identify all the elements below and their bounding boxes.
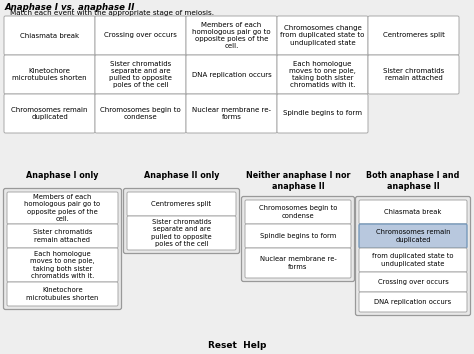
Text: Chromosomes begin to
condense: Chromosomes begin to condense [259, 205, 337, 219]
FancyBboxPatch shape [7, 224, 118, 248]
FancyBboxPatch shape [7, 248, 118, 282]
FancyBboxPatch shape [3, 188, 121, 309]
FancyBboxPatch shape [245, 224, 351, 248]
FancyBboxPatch shape [241, 196, 355, 281]
Text: Nuclear membrane re-
forms: Nuclear membrane re- forms [192, 107, 271, 120]
FancyBboxPatch shape [277, 94, 368, 133]
Text: Anaphase II only: Anaphase II only [144, 171, 219, 180]
Text: Each homologue
moves to one pole,
taking both sister
chromatids with it.: Each homologue moves to one pole, taking… [30, 251, 95, 279]
FancyBboxPatch shape [4, 16, 95, 55]
FancyBboxPatch shape [127, 192, 236, 216]
FancyBboxPatch shape [7, 192, 118, 224]
FancyBboxPatch shape [245, 248, 351, 278]
Text: Centromeres split: Centromeres split [383, 33, 445, 39]
FancyBboxPatch shape [245, 200, 351, 224]
Text: Chiasmata break: Chiasmata break [384, 209, 442, 215]
FancyBboxPatch shape [4, 94, 95, 133]
Text: Chromosomes remain
duplicated: Chromosomes remain duplicated [11, 107, 88, 120]
FancyBboxPatch shape [4, 55, 95, 94]
Text: Both anaphase I and
anaphase II: Both anaphase I and anaphase II [366, 171, 460, 191]
FancyBboxPatch shape [95, 94, 186, 133]
FancyBboxPatch shape [359, 248, 467, 272]
Text: Anaphase I vs. anaphase II: Anaphase I vs. anaphase II [5, 3, 136, 12]
Text: Neither anaphase I nor
anaphase II: Neither anaphase I nor anaphase II [246, 171, 350, 191]
FancyBboxPatch shape [368, 16, 459, 55]
FancyBboxPatch shape [277, 55, 368, 94]
FancyBboxPatch shape [356, 196, 471, 315]
Text: Chromosomes change
from duplicated state to
unduplicated state: Chromosomes change from duplicated state… [280, 25, 365, 46]
Text: Chromosomes begin to
condense: Chromosomes begin to condense [100, 107, 181, 120]
Text: Spindle begins to form: Spindle begins to form [260, 233, 336, 239]
Text: from duplicated state to
unduplicated state: from duplicated state to unduplicated st… [372, 253, 454, 267]
Text: Crossing over occurs: Crossing over occurs [378, 279, 448, 285]
Text: Members of each
homologous pair go to
opposite poles of the
cell.: Members of each homologous pair go to op… [25, 194, 100, 222]
FancyBboxPatch shape [277, 16, 368, 55]
FancyBboxPatch shape [359, 200, 467, 224]
FancyBboxPatch shape [95, 55, 186, 94]
FancyBboxPatch shape [359, 292, 467, 312]
Text: Sister chromatids
remain attached: Sister chromatids remain attached [383, 68, 444, 81]
Text: Kinetochore
microtubules shorten: Kinetochore microtubules shorten [12, 68, 87, 81]
Text: Nuclear membrane re-
forms: Nuclear membrane re- forms [260, 256, 337, 270]
Text: Members of each
homologous pair go to
opposite poles of the
cell.: Members of each homologous pair go to op… [192, 22, 271, 49]
FancyBboxPatch shape [186, 55, 277, 94]
Text: Sister chromatids
separate and are
pulled to opposite
poles of the cell: Sister chromatids separate and are pulle… [109, 61, 172, 88]
FancyBboxPatch shape [186, 94, 277, 133]
Text: Chiasmata break: Chiasmata break [20, 33, 79, 39]
Text: DNA replication occurs: DNA replication occurs [374, 299, 452, 305]
Text: Anaphase I only: Anaphase I only [26, 171, 99, 180]
FancyBboxPatch shape [186, 16, 277, 55]
FancyBboxPatch shape [127, 216, 236, 250]
FancyBboxPatch shape [7, 282, 118, 306]
Text: Each homologue
moves to one pole,
taking both sister
chromatids with it.: Each homologue moves to one pole, taking… [289, 61, 356, 88]
Text: Crossing over occurs: Crossing over occurs [104, 33, 177, 39]
Text: Match each event with the appropriate stage of meiosis.: Match each event with the appropriate st… [10, 10, 214, 16]
FancyBboxPatch shape [124, 188, 239, 253]
FancyBboxPatch shape [359, 224, 467, 248]
FancyBboxPatch shape [368, 55, 459, 94]
FancyBboxPatch shape [95, 16, 186, 55]
Text: Sister chromatids
separate and are
pulled to opposite
poles of the cell: Sister chromatids separate and are pulle… [151, 219, 212, 247]
Text: DNA replication occurs: DNA replication occurs [191, 72, 272, 78]
Text: Kinetochore
microtubules shorten: Kinetochore microtubules shorten [27, 287, 99, 301]
Text: Chromosomes remain
duplicated: Chromosomes remain duplicated [376, 229, 450, 242]
Text: Spindle begins to form: Spindle begins to form [283, 110, 362, 116]
Text: Sister chromatids
remain attached: Sister chromatids remain attached [33, 229, 92, 242]
Text: Centromeres split: Centromeres split [152, 201, 211, 207]
Text: Reset  Help: Reset Help [208, 341, 266, 350]
FancyBboxPatch shape [359, 272, 467, 292]
